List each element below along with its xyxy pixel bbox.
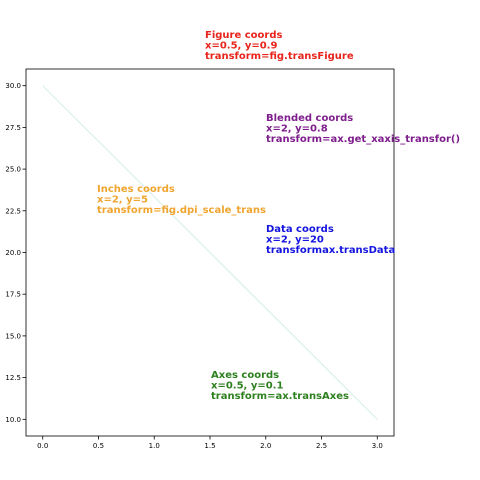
y-tick-label: 20.0: [5, 249, 21, 257]
x-tick-label: 1.5: [204, 442, 215, 450]
annotation-line: Inches coords: [97, 184, 175, 195]
annotation-line: Blended coords: [266, 113, 353, 124]
annotation-line: x=2, y=0.8: [266, 124, 328, 135]
x-tick-label: 0.0: [37, 442, 48, 450]
annotation-line: x=0.5, y=0.1: [211, 381, 283, 392]
annotation-line: x=0.5, y=0.9: [205, 41, 277, 52]
y-tick-label: 30.0: [5, 82, 21, 90]
y-tick-label: 10.0: [5, 416, 21, 424]
axis-ticks: 0.0 0.5 1.0 1.5 2.0 2.5 3.0 10.0 12.5 15.0 17.5 20.…: [5, 82, 382, 450]
annotation-line: x=2, y=5: [97, 195, 148, 206]
annotation-line: Data coords: [266, 224, 334, 235]
y-tick-label: 22.5: [5, 207, 21, 215]
x-tick-label: 3.0: [372, 442, 383, 450]
annotation-line: Axes coords: [211, 370, 279, 381]
annotation-line: transform=fig.dpi_scale_trans: [97, 205, 266, 216]
x-tick-label: 0.5: [93, 442, 104, 450]
x-tick-label: 2.5: [316, 442, 327, 450]
y-tick-label: 15.0: [5, 332, 21, 340]
annotation-line: x=2, y=20: [266, 235, 324, 246]
annotation-line: transform=ax.transAxes: [211, 391, 349, 402]
y-tick-label: 17.5: [5, 291, 21, 299]
annotation-line: transformax.transData: [266, 245, 395, 256]
y-tick-label: 12.5: [5, 374, 21, 382]
x-tick-label: 1.0: [149, 442, 160, 450]
series-line-0: [42, 85, 378, 420]
y-tick-label: 27.5: [5, 124, 21, 132]
annotation-line: transform=ax.get_xaxis_transfor(): [266, 134, 460, 145]
x-tick-label: 2.0: [260, 442, 271, 450]
annotation-line: Figure coords: [205, 30, 282, 41]
annotation-line: transform=fig.transFigure: [205, 51, 354, 62]
y-tick-label: 25.0: [5, 166, 21, 174]
